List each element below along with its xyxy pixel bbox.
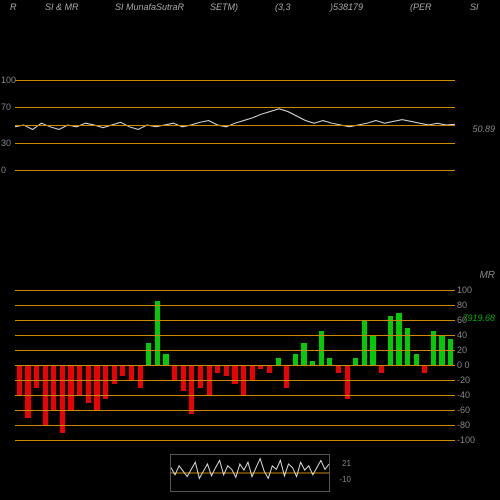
gridline <box>15 350 455 351</box>
mr-bar <box>319 331 324 365</box>
mr-pane: MR 7919.68 100806040200 0-20-40-60-80-10… <box>15 290 455 440</box>
mr-bar <box>336 365 341 373</box>
mr-bar <box>103 365 108 399</box>
mr-bar <box>51 365 56 410</box>
mr-bar <box>284 365 289 388</box>
axis-label: 20 <box>457 345 495 355</box>
header-item: )538179 <box>330 2 363 12</box>
mr-bar <box>414 354 419 365</box>
axis-label: 40 <box>457 330 495 340</box>
gridline <box>15 290 455 291</box>
mr-bar <box>276 358 281 366</box>
header-item: (3,3 <box>275 2 291 12</box>
gridline <box>15 305 455 306</box>
axis-label: 60 <box>457 315 495 325</box>
axis-label: 80 <box>457 300 495 310</box>
mr-bar <box>431 331 436 365</box>
axis-label: -40 <box>457 390 495 400</box>
axis-label: 100 <box>1 75 39 85</box>
mr-bar <box>301 343 306 366</box>
header-item: SI MunafaSutraR <box>115 2 184 12</box>
mr-bar <box>189 365 194 414</box>
mr-bar <box>224 365 229 376</box>
axis-label: -80 <box>457 420 495 430</box>
gridline <box>15 410 455 411</box>
header-item: R <box>10 2 17 12</box>
gridline <box>15 380 455 381</box>
axis-label: -60 <box>457 405 495 415</box>
header-item: SETM) <box>210 2 238 12</box>
mr-bar <box>293 354 298 365</box>
mr-bar <box>146 343 151 366</box>
rsi-pane: 50.89 10070300 <box>15 80 455 170</box>
mr-bar <box>94 365 99 410</box>
mr-bar <box>155 301 160 365</box>
gridline <box>15 395 455 396</box>
mr-bar <box>267 365 272 373</box>
mr-bar <box>215 365 220 373</box>
mr-bar <box>68 365 73 410</box>
header-item: SI <box>470 2 479 12</box>
header-item: (PER <box>410 2 432 12</box>
gridline <box>15 143 455 144</box>
axis-label: 0 <box>1 165 39 175</box>
gridline <box>15 320 455 321</box>
mini-label: -10 <box>339 475 351 484</box>
gridline <box>15 107 455 108</box>
mini-label: 21 <box>342 459 351 468</box>
mr-bar <box>172 365 177 380</box>
mr-bar <box>422 365 427 373</box>
mr-bar <box>138 365 143 388</box>
gridline <box>15 80 455 81</box>
mr-bar <box>345 365 350 399</box>
mr-bar <box>163 354 168 365</box>
rsi-current-value: 50.89 <box>472 124 495 134</box>
mini-line <box>171 455 329 491</box>
mr-bar <box>448 339 453 365</box>
mr-bar <box>120 365 125 376</box>
axis-label: 100 <box>457 285 495 295</box>
axis-label: 70 <box>1 102 39 112</box>
mr-bar <box>353 358 358 366</box>
mr-bar <box>250 365 255 380</box>
gridline <box>15 440 455 441</box>
header-item: SI & MR <box>45 2 79 12</box>
mr-bar <box>198 365 203 388</box>
gridline <box>15 125 455 126</box>
mr-bar <box>129 365 134 380</box>
gridline <box>15 365 455 366</box>
mr-bar <box>327 358 332 366</box>
axis-label: 0 0 <box>457 360 495 370</box>
mr-bar <box>34 365 39 388</box>
mr-title: MR <box>479 270 495 281</box>
mr-bar <box>388 316 393 365</box>
mr-bar <box>181 365 186 391</box>
axis-label: 30 <box>1 138 39 148</box>
gridline <box>15 335 455 336</box>
axis-label: -100 <box>457 435 495 445</box>
chart-header: R SI & MR SI MunafaSutraR SETM) (3,3 )538179 (… <box>0 2 500 14</box>
mr-bar <box>379 365 384 373</box>
mini-pane: 21-10 <box>170 454 330 492</box>
mr-bar <box>60 365 65 433</box>
gridline <box>15 425 455 426</box>
mr-bar <box>86 365 91 403</box>
gridline <box>15 170 455 171</box>
mr-bar <box>362 320 367 365</box>
mr-bar <box>405 328 410 366</box>
axis-label: -20 <box>457 375 495 385</box>
